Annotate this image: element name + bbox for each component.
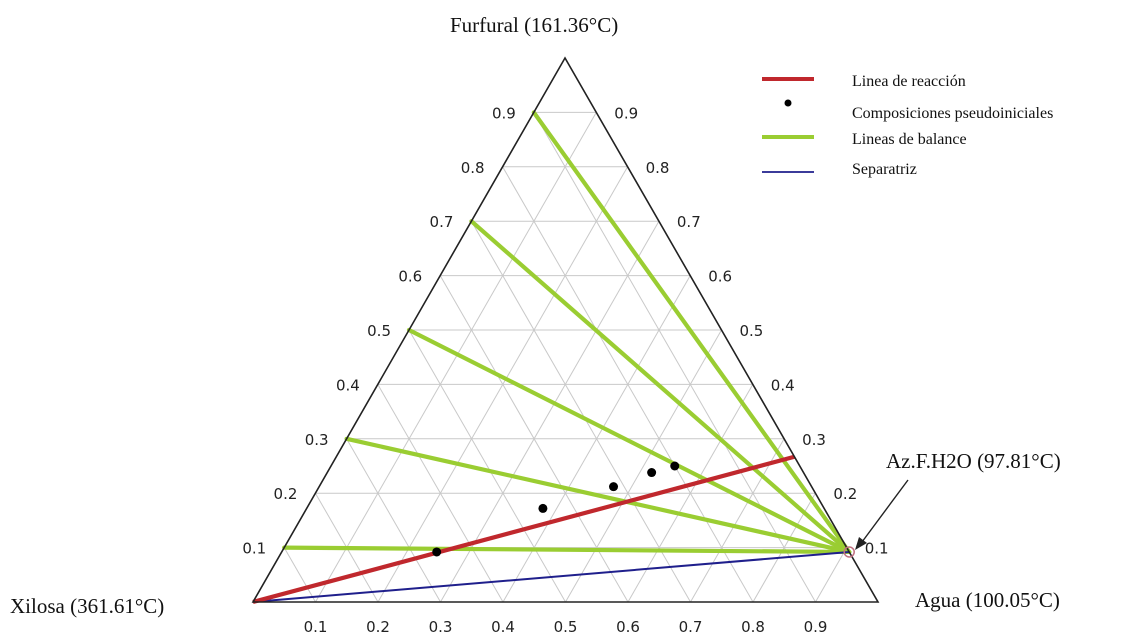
pseudo-initial-point-3: [647, 468, 657, 478]
grid-line-xilosa-4: [408, 329, 566, 603]
tick-label-bottom-5: 0.6: [616, 618, 640, 636]
tick-label-bottom-7: 0.8: [741, 618, 765, 636]
tick-label-bottom-6: 0.7: [679, 618, 703, 636]
grid-line-agua-0: [315, 112, 597, 603]
grid-line-agua-8: [815, 547, 848, 603]
pseudo-initial-point-2: [609, 482, 619, 492]
tick-labels: 0.1 0.1 0.1 0.2 0.2 0.2 0.3 0.3 0.3 0.4 0.4 0.4 0.5 0…: [242, 104, 888, 636]
tick-label-bottom-2: 0.3: [429, 618, 453, 636]
pseudo-initial-points: [432, 461, 680, 557]
tick-label-left-8: 0.9: [492, 104, 516, 122]
tick-label-left-6: 0.7: [430, 213, 454, 231]
balance-line-4: [531, 110, 852, 555]
azeotrope-arrow: [861, 479, 909, 543]
grid-line-agua-4: [565, 329, 722, 603]
grid-lines: [283, 111, 848, 603]
grid-line-xilosa-8: [283, 547, 316, 603]
balance-line-2: [406, 327, 852, 555]
reaction-line: [252, 454, 795, 605]
tick-label-right-3: 0.4: [771, 376, 795, 394]
tick-label-right-8: 0.9: [614, 104, 638, 122]
tick-label-right-2: 0.3: [802, 431, 826, 449]
tick-label-right-4: 0.5: [740, 322, 764, 340]
tick-label-left-2: 0.3: [305, 431, 329, 449]
vertex-label-top: Furfural (161.36°C): [450, 13, 618, 37]
triangle-border: [251, 56, 880, 603]
separatrix-line: [252, 550, 850, 603]
vertex-label-left: Xilosa (361.61°C): [10, 594, 164, 618]
grid-line-xilosa-6: [346, 438, 441, 603]
tick-label-right-7: 0.8: [646, 159, 670, 177]
balance-line-0: [282, 545, 852, 555]
pseudo-initial-point-0: [432, 547, 442, 557]
pseudo-initial-point-1: [538, 503, 548, 513]
tick-label-bottom-3: 0.4: [491, 618, 515, 636]
pseudo-initial-point-4: [670, 461, 680, 471]
balance-line-1: [344, 436, 852, 555]
grid-line-agua-6: [690, 438, 785, 603]
tick-label-bottom-0: 0.1: [304, 618, 328, 636]
grid-line-xilosa-0: [533, 112, 816, 603]
azeotrope-label: Az.F.H2O (97.81°C): [886, 449, 1061, 473]
tick-label-right-6: 0.7: [677, 213, 701, 231]
tick-label-left-3: 0.4: [336, 376, 360, 394]
tick-label-left-5: 0.6: [398, 268, 422, 286]
vertex-label-right: Agua (100.05°C): [915, 588, 1060, 612]
grid-line-agua-2: [440, 220, 660, 603]
tick-label-left-1: 0.2: [274, 485, 298, 503]
legend-swatch-point: [784, 99, 792, 107]
tick-label-right-5: 0.6: [708, 268, 732, 286]
tick-label-right-0: 0.1: [865, 540, 889, 558]
tick-label-left-0: 0.1: [242, 540, 266, 558]
legend-label-separatrix: Separatriz: [852, 161, 917, 178]
grid-line-agua-5: [627, 384, 754, 603]
legend: Linea de reacción Composiciones pseudoin…: [762, 73, 1053, 178]
tick-label-right-1: 0.2: [833, 485, 857, 503]
data-lines: [252, 110, 852, 605]
tick-label-left-4: 0.5: [367, 322, 391, 340]
grid-line-xilosa-2: [470, 220, 691, 603]
triangle-frame: [251, 56, 880, 603]
legend-label-point: Composiciones pseudoiniciales: [852, 105, 1053, 122]
tick-label-bottom-1: 0.2: [366, 618, 390, 636]
azeotrope-marker: [843, 546, 855, 558]
balance-line-3: [469, 219, 852, 555]
tick-label-left-7: 0.8: [461, 159, 485, 177]
tick-label-bottom-4: 0.5: [554, 618, 578, 636]
grid-line-xilosa-5: [377, 384, 504, 603]
tick-label-bottom-8: 0.9: [804, 618, 828, 636]
legend-label-balance: Lineas de balance: [852, 131, 967, 148]
azeotrope-arrow-head: [855, 537, 867, 550]
legend-label-reaction: Linea de reacción: [852, 73, 966, 90]
